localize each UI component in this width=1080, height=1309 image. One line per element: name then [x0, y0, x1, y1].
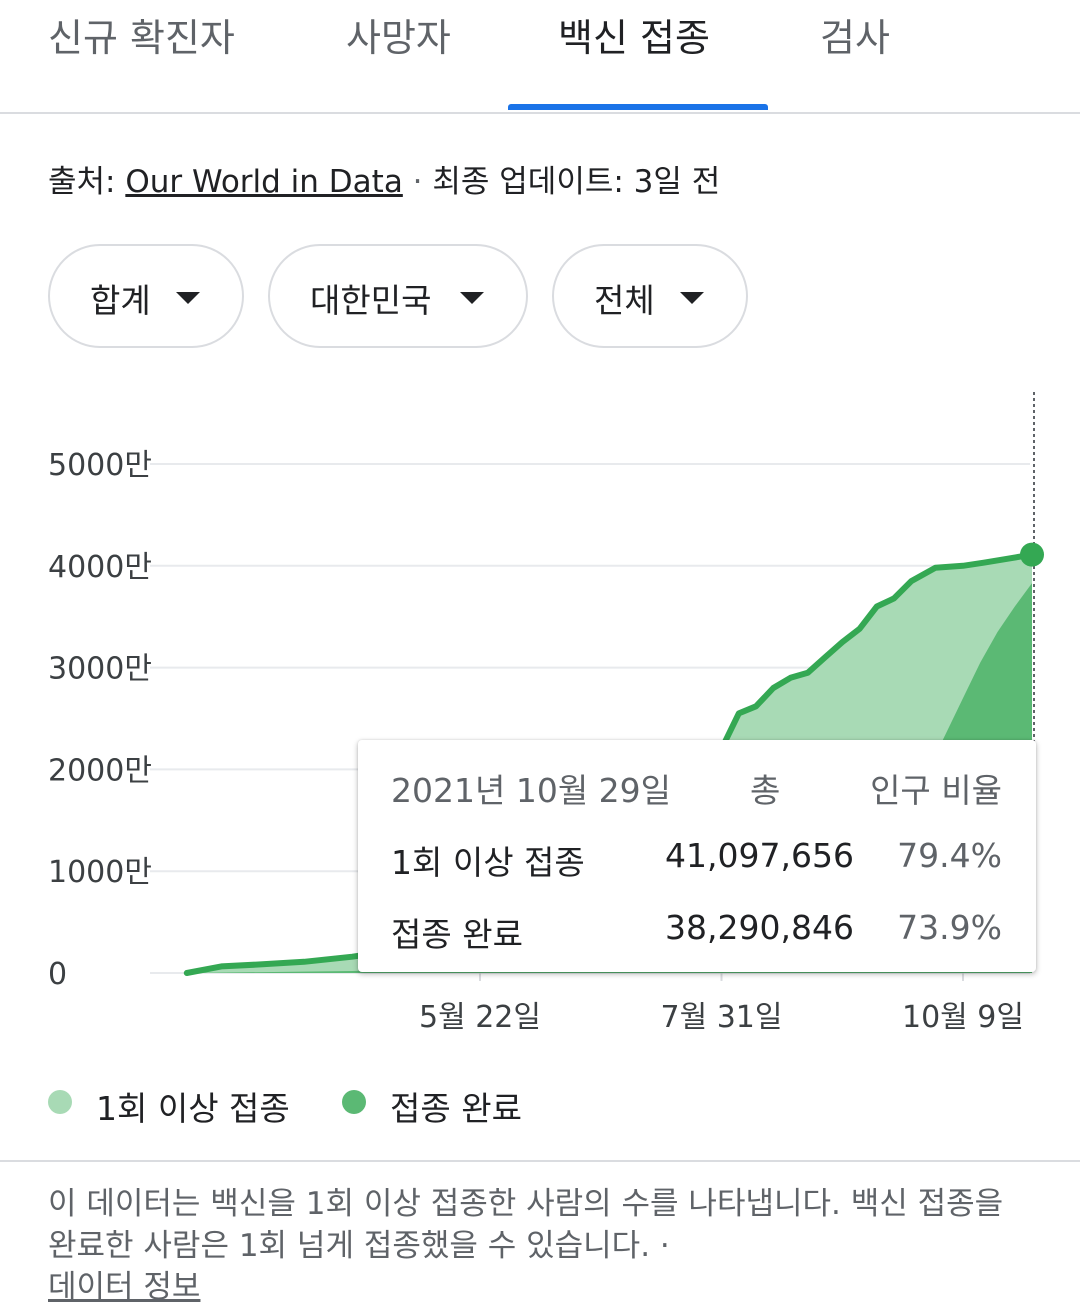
tab-bar: 신규 확진자 사망자 백신 접종 검사: [0, 0, 1080, 114]
tab-vaccinations[interactable]: 백신 접종: [558, 16, 710, 60]
tooltip-row-label: 접종 완료: [391, 915, 523, 954]
tooltip-row-ratio: 79.4%: [897, 836, 1002, 875]
data-info-link[interactable]: 데이터 정보: [48, 1269, 201, 1305]
legend-label: 1회 이상 접종: [96, 1089, 290, 1128]
divider: [0, 1160, 1080, 1162]
tooltip-col-total: 총: [750, 771, 781, 810]
tooltip-row-total: 38,290,846: [665, 908, 854, 947]
source-link[interactable]: Our World in Data: [125, 164, 403, 200]
y-tick-label: 0: [48, 957, 67, 992]
filter-chip-label: 합계: [90, 281, 151, 320]
tooltip-row-label: 1회 이상 접종: [391, 843, 585, 882]
x-tick-label: 7월 31일: [661, 1000, 783, 1035]
source-prefix: 출처:: [48, 164, 126, 200]
caret-down-icon: [680, 292, 704, 304]
y-tick-label: 2000만: [48, 753, 152, 788]
caret-down-icon: [176, 292, 200, 304]
legend-swatch: [342, 1090, 366, 1114]
y-tick-label: 1000만: [48, 855, 152, 890]
y-tick-label: 4000만: [48, 550, 152, 585]
tooltip-date: 2021년 10월 29일: [391, 771, 672, 810]
filter-chip-label: 전체: [594, 281, 655, 320]
tooltip-row-ratio: 73.9%: [897, 908, 1002, 947]
filter-chip-label: 대한민국: [310, 281, 432, 320]
chart-tooltip: 2021년 10월 29일 총 인구 비율 1회 이상 접종 41,097,65…: [358, 740, 1036, 972]
source-separator: ·: [402, 164, 433, 200]
source-line: 출처: Our World in Data · 최종 업데이트: 3일 전: [48, 156, 720, 201]
data-note: 이 데이터는 백신을 1회 이상 접종한 사람의 수를 나타냅니다. 백신 접종…: [48, 1186, 1004, 1264]
filter-chip-age[interactable]: 전체: [552, 244, 748, 348]
tooltip-col-ratio: 인구 비율: [870, 771, 1002, 810]
last-updated: 최종 업데이트: 3일 전: [432, 164, 721, 200]
y-tick-label: 5000만: [48, 448, 152, 483]
caret-down-icon: [460, 292, 484, 304]
filter-chip-region[interactable]: 대한민국: [268, 244, 528, 348]
tooltip-row-total: 41,097,656: [665, 836, 854, 875]
legend-swatch: [48, 1090, 72, 1114]
active-tab-indicator: [508, 104, 768, 110]
tab-deaths[interactable]: 사망자: [346, 16, 451, 60]
tab-new-cases[interactable]: 신규 확진자: [48, 16, 235, 60]
legend-label: 접종 완료: [390, 1089, 522, 1128]
filter-chip-total[interactable]: 합계: [48, 244, 244, 348]
data-point-marker: [1020, 542, 1044, 567]
x-tick-label: 5월 22일: [419, 1000, 541, 1035]
tab-tests[interactable]: 검사: [820, 16, 890, 60]
x-tick-label: 10월 9일: [902, 1000, 1024, 1035]
y-tick-label: 3000만: [48, 652, 152, 687]
